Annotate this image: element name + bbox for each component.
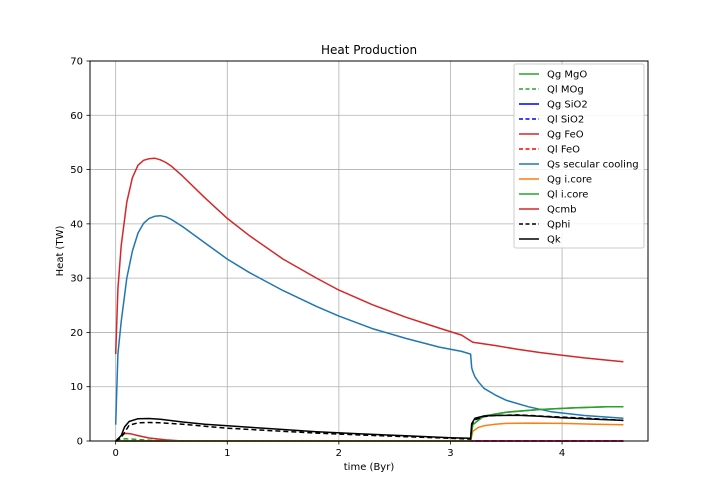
y-axis-ticks: 0 10 20 30 40 50 60 70: [70, 57, 90, 448]
plot-frame: [89, 60, 649, 442]
legend-label: Ql SiO2: [547, 115, 584, 126]
legend-label: Qk: [547, 235, 561, 246]
series-line-6: [114, 214, 624, 425]
y-tick-label: 10: [70, 382, 83, 393]
y-tick-label: 30: [70, 274, 83, 285]
legend-box: [513, 63, 645, 249]
x-axis-ticks: 0 1 2 3 4: [112, 441, 565, 459]
x-tick-label: 3: [447, 448, 453, 459]
y-tick-label: 0: [77, 437, 83, 448]
legend-label: Ql FeO: [547, 145, 580, 156]
legend-label: Qg SiO2: [547, 100, 588, 111]
series-line-1: [115, 438, 624, 442]
y-axis-label: Heat (TW): [55, 226, 66, 277]
x-tick-label: 0: [112, 448, 118, 459]
x-tick-label: 1: [224, 448, 230, 459]
legend-label: Qg MgO: [547, 70, 587, 81]
legend: Qg MgO Ql MOg Qg SiO2 Ql SiO2 Qg FeO Ql FeO Qs…: [513, 63, 645, 249]
x-axis-label: time (Byr): [344, 462, 395, 473]
y-tick-label: 60: [70, 111, 83, 122]
legend-label: Qg i.core: [547, 175, 592, 186]
legend-label: Qg FeO: [547, 130, 584, 141]
legend-label: Ql i.core: [547, 190, 588, 201]
series-line-10: [115, 414, 624, 442]
legend-label: Qcmb: [547, 205, 576, 216]
y-tick-label: 40: [70, 219, 83, 230]
series-line-9: [114, 157, 624, 363]
y-tick-label: 50: [70, 165, 83, 176]
x-tick-label: 2: [336, 448, 342, 459]
series-lines: [114, 157, 624, 442]
legend-label: Qphi: [547, 220, 570, 231]
series-line-11: [115, 414, 624, 442]
x-tick-label: 4: [559, 448, 565, 459]
legend-label: Qs secular cooling: [547, 160, 639, 171]
chart-title: Heat Production: [321, 43, 417, 57]
y-tick-label: 70: [70, 57, 83, 68]
y-tick-label: 20: [70, 328, 83, 339]
legend-label: Ql MOg: [547, 85, 584, 96]
